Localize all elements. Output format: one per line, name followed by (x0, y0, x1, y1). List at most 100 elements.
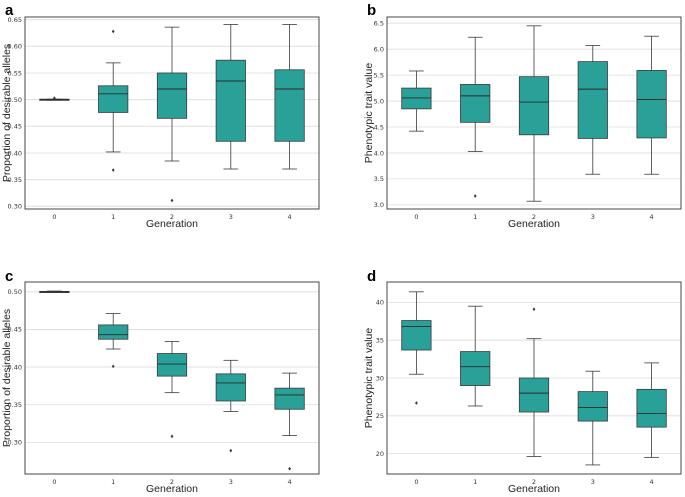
iqr-box (636, 388, 667, 428)
chart-a-ytick-label: 0.55 (8, 69, 22, 77)
panel-a-letter: a (5, 2, 14, 19)
chart-c-box-gen-1 (98, 313, 129, 369)
chart-d-ytick-label: 35 (376, 337, 384, 345)
panel-a: a 0.30 0.35 0.40 0.45 0.50 0.55 0.60 0.65 0 1 2 3 4 G… (1, 2, 320, 230)
outlier-point (111, 364, 115, 369)
chart-d-xtick-label: 0 (414, 478, 418, 486)
chart-d-y-axis-title: Phenotypic trait value (363, 328, 375, 429)
chart-c-ytick-label: 0.50 (8, 288, 22, 296)
panel-b: b 3.0 3.5 4.0 4.5 5.0 5.5 6.0 6.5 0 1 2 3 4 Generatio… (363, 2, 682, 230)
chart-b-ytick-label: 4.0 (374, 149, 384, 157)
iqr-box (98, 324, 129, 340)
chart-b-box-gen-2 (518, 25, 550, 202)
chart-b-ytick-label: 5.5 (374, 71, 384, 79)
chart-d-ytick-label: 20 (376, 450, 384, 458)
outlier-point (532, 307, 536, 312)
panel-b-letter: b (367, 2, 376, 19)
chart-d-x-axis-title: Generation (508, 483, 560, 495)
chart-c-box-gen-0 (39, 290, 70, 294)
iqr-box (274, 69, 305, 142)
iqr-box (636, 70, 667, 139)
chart-a-box-gen-1 (98, 29, 129, 172)
chart-b-xtick-label: 2 (532, 213, 536, 221)
chart-b-ytick-label: 3.5 (374, 175, 384, 183)
chart-d-box-gen-3 (577, 370, 608, 466)
outlier-point (229, 448, 233, 453)
iqr-box (215, 373, 246, 402)
chart-a-ytick-label: 0.65 (8, 16, 22, 24)
outlier-point (111, 168, 115, 172)
iqr-box (577, 61, 608, 139)
chart-d-box-gen-4 (636, 362, 667, 458)
panel-c: c 0.30 0.35 0.40 0.45 0.50 0 1 2 3 4 Generation Pro… (1, 268, 320, 495)
chart-b-x-axis-title: Generation (508, 218, 560, 230)
chart-b-xtick-label: 3 (591, 213, 595, 221)
chart-c-box-gen-2 (156, 341, 188, 439)
chart-a-plot-frame (24, 16, 320, 210)
chart-a-ytick-label: 0.60 (8, 43, 22, 51)
chart-a-box-gen-4 (274, 24, 305, 170)
chart-c-ytick-label: 0.45 (8, 326, 22, 334)
iqr-box (98, 85, 129, 113)
chart-d-ytick-label: 30 (376, 374, 384, 382)
chart-b-plot-frame (386, 16, 682, 210)
chart-a-ytick-label: 0.30 (8, 203, 22, 211)
chart-a-ytick-label: 0.40 (8, 149, 22, 157)
outlier-point (288, 466, 291, 471)
chart-a-xtick-label: 2 (170, 213, 174, 221)
outlier-point (170, 198, 174, 203)
chart-a-ytick-label: 0.50 (8, 96, 22, 104)
chart-d-box-gen-1 (460, 305, 491, 407)
outlier-point (53, 96, 56, 100)
chart-b-box-gen-0 (401, 70, 432, 132)
panel-c-letter: c (5, 268, 13, 285)
chart-b-ytick-label: 3.0 (374, 201, 384, 209)
chart-a-ytick-label: 0.45 (8, 123, 22, 131)
iqr-box (401, 320, 432, 351)
iqr-box (156, 72, 188, 119)
outlier-point (473, 194, 477, 198)
chart-b-box-gen-1 (460, 36, 491, 198)
outlier-point (170, 434, 174, 439)
chart-a-y-axis-title: Proportion of desirable alleles (1, 44, 13, 182)
iqr-box (518, 377, 550, 413)
chart-c-plot-frame (24, 281, 320, 475)
chart-a-box-gen-0 (39, 96, 70, 101)
panel-d-letter: d (367, 268, 376, 285)
chart-a-xtick-label: 0 (52, 213, 56, 221)
chart-b-xtick-label: 4 (650, 213, 654, 221)
chart-c-xtick-label: 1 (111, 478, 115, 486)
chart-a-xtick-label: 1 (111, 213, 115, 221)
chart-b-xtick-label: 0 (414, 213, 418, 221)
iqr-box (577, 391, 608, 422)
chart-b-y-axis-title: Phenotypic trait value (363, 63, 375, 164)
chart-c-xtick-label: 3 (229, 478, 233, 486)
chart-d-box-gen-2 (518, 307, 550, 458)
chart-c-y-axis-title: Proportion of desirable alleles (1, 309, 13, 447)
chart-c-xtick-label: 2 (170, 478, 174, 486)
panel-d: d 20 25 30 35 40 0 1 2 3 4 Generation Phenotypic tr… (363, 268, 682, 495)
chart-c-ytick-label: 0.40 (8, 363, 22, 371)
iqr-box (215, 59, 246, 142)
iqr-box (460, 351, 491, 386)
chart-b-ytick-label: 4.5 (374, 123, 384, 131)
chart-c-ytick-label: 0.30 (8, 439, 22, 447)
iqr-box (460, 84, 491, 123)
chart-d-ytick-label: 40 (376, 299, 384, 307)
chart-d-xtick-label: 4 (650, 478, 654, 486)
chart-c-ytick-label: 0.35 (8, 401, 22, 409)
chart-a-xtick-label: 3 (229, 213, 233, 221)
chart-c-x-axis-title: Generation (146, 483, 198, 495)
outlier-point (111, 29, 115, 34)
iqr-box (401, 87, 432, 110)
chart-a-box-gen-2 (156, 26, 188, 203)
chart-d-xtick-label: 1 (473, 478, 477, 486)
chart-a-xtick-label: 4 (288, 213, 292, 221)
iqr-box (156, 353, 188, 377)
chart-d-xtick-label: 3 (591, 478, 595, 486)
chart-b-box-gen-3 (577, 45, 608, 175)
chart-b-ytick-label: 5.0 (374, 97, 384, 105)
chart-c-box-gen-3 (215, 359, 246, 453)
chart-c-xtick-label: 0 (52, 478, 56, 486)
iqr-box (518, 76, 550, 136)
